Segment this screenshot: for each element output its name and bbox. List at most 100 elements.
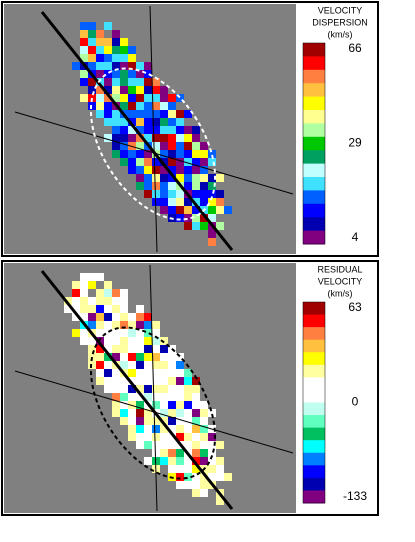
major-axis [40, 270, 234, 510]
colorbar-swatch [303, 69, 325, 84]
map-pixel [168, 385, 176, 393]
map-pixel [96, 86, 104, 94]
map-pixel [120, 385, 128, 393]
map-pixel [112, 150, 120, 158]
map-pixel [160, 337, 168, 345]
map-pixel [176, 417, 184, 425]
map-pixel [144, 457, 152, 465]
map-pixel [128, 329, 136, 337]
map-pixel [168, 134, 176, 142]
map-pixel [208, 158, 216, 166]
map-pixel [176, 190, 184, 198]
map-pixel [112, 329, 120, 337]
map-pixel [184, 206, 192, 214]
map-pixel [176, 198, 184, 206]
map-pixel [144, 102, 152, 110]
map-pixel [200, 489, 208, 497]
colorbar-title: DISPERSION [312, 17, 368, 27]
map-pixel [96, 62, 104, 70]
map-pixel [96, 353, 104, 361]
map-pixel [216, 206, 224, 214]
colorbar-swatch [303, 190, 325, 205]
map-pixel [160, 369, 168, 377]
map-pixel [120, 313, 128, 321]
map-pixel [136, 182, 144, 190]
colorbar-swatch [303, 490, 325, 504]
map-pixel [144, 361, 152, 369]
map-pixel [128, 377, 136, 385]
map-pixel [120, 417, 128, 425]
map-pixel [208, 473, 216, 481]
map-pixel [112, 289, 120, 297]
map-pixel [120, 142, 128, 150]
map-pixel [176, 174, 184, 182]
map-pixel [88, 86, 96, 94]
map-pixel [96, 329, 104, 337]
map-pixel [192, 481, 200, 489]
map-pixel [96, 54, 104, 62]
map-pixel [184, 166, 192, 174]
map-pixel [128, 345, 136, 353]
map-pixel [216, 457, 224, 465]
map-pixel [144, 174, 152, 182]
map-pixel [152, 94, 160, 102]
map-pixel [200, 222, 208, 230]
map-pixel [104, 22, 112, 30]
map-pixel [104, 321, 112, 329]
map-pixel [168, 174, 176, 182]
map-pixel [104, 289, 112, 297]
map-pixel [112, 30, 120, 38]
map-pixel [96, 377, 104, 385]
map-pixel [136, 433, 144, 441]
map-pixel [184, 142, 192, 150]
map-pixel [96, 110, 104, 118]
map-pixel [144, 190, 152, 198]
map-pixel [80, 46, 88, 54]
map-pixel [144, 182, 152, 190]
map-pixel [192, 441, 200, 449]
map-pixel [128, 166, 136, 174]
map-pixel [128, 417, 136, 425]
map-pixel [136, 353, 144, 361]
map-pixel [200, 425, 208, 433]
map-pixel [104, 94, 112, 102]
map-pixel [104, 38, 112, 46]
map-pixel [136, 425, 144, 433]
map-pixel [184, 150, 192, 158]
map-pixel [120, 377, 128, 385]
map-pixel [160, 126, 168, 134]
map-pixel [208, 214, 216, 222]
map-pixel [168, 118, 176, 126]
map-pixel [152, 142, 160, 150]
map-pixel [96, 94, 104, 102]
map-pixel [136, 417, 144, 425]
colorbar-frame [302, 42, 326, 245]
map-pixel [80, 297, 88, 305]
map-pixel [96, 305, 104, 313]
map-pixel [112, 297, 120, 305]
map-pixel [96, 361, 104, 369]
map-pixel [144, 321, 152, 329]
map-pixel [192, 182, 200, 190]
map-pixel [128, 134, 136, 142]
map-pixel [192, 158, 200, 166]
colorbar-frame [302, 301, 326, 504]
map-pixel [168, 353, 176, 361]
map-pixel [160, 401, 168, 409]
map-pixel [152, 329, 160, 337]
map-pixel [168, 369, 176, 377]
map-pixel [184, 222, 192, 230]
map-pixel [176, 401, 184, 409]
map-pixel [120, 102, 128, 110]
map-pixel [192, 150, 200, 158]
colorbar-swatch [303, 203, 325, 218]
map-pixel [192, 473, 200, 481]
map-pixel [160, 385, 168, 393]
aperture-ellipse [89, 67, 217, 221]
map-pixel [208, 190, 216, 198]
map-pixel [88, 305, 96, 313]
map-pixel [152, 377, 160, 385]
map-pixel [176, 465, 184, 473]
map-pixel [168, 166, 176, 174]
map-pixel [128, 110, 136, 118]
